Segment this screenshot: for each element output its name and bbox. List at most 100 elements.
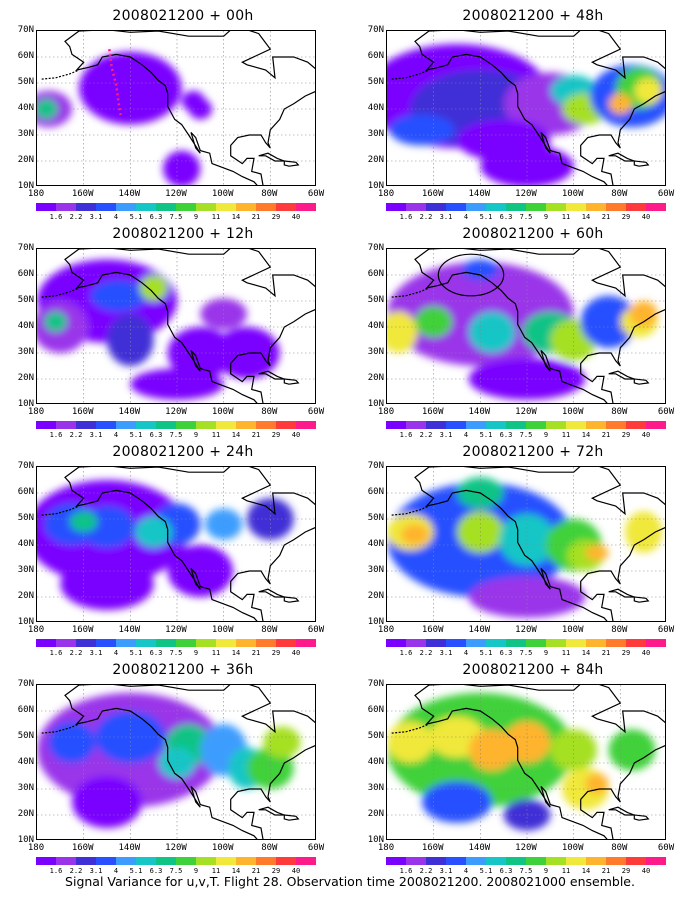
coastline (64, 685, 315, 839)
colorbar-label: 14 (581, 431, 591, 439)
coastline (283, 814, 300, 821)
colorbar-label: 6.3 (499, 431, 513, 439)
colorbar-swatch (586, 421, 606, 429)
map-panel: 2008021200 + 00h 70N 60N 50N 40N 30N 20N 10N 180… (0, 8, 340, 221)
variance-contour (387, 311, 418, 353)
latitude-label: 50N (367, 513, 384, 523)
latitude-label: 10N (17, 617, 34, 627)
longitude-label: 60W (657, 407, 675, 417)
colorbar-label: 21 (601, 649, 611, 657)
latitude-label: 70N (17, 25, 34, 35)
colorbar-swatch (136, 203, 156, 211)
latitude-label: 10N (367, 617, 384, 627)
colorbar-label: 1.6 (49, 649, 63, 657)
longitude-label: 80W (611, 189, 628, 199)
colorbar-swatch (486, 203, 506, 211)
colorbar-swatch (406, 639, 426, 647)
colorbar-swatch (236, 203, 256, 211)
longitude-label: 180 (27, 189, 45, 199)
variance-field (37, 685, 315, 839)
colorbar-swatch (586, 203, 606, 211)
colorbar-swatch (406, 857, 426, 865)
coastline (64, 467, 315, 621)
latitude-label: 40N (17, 539, 34, 549)
colorbar-label: 4 (113, 649, 119, 657)
longitude-label: 120W (515, 843, 537, 853)
colorbar-swatch (426, 203, 446, 211)
longitude-label: 60W (307, 407, 325, 417)
colorbar-label: 11 (211, 649, 221, 657)
colorbar-label: 29 (271, 213, 281, 221)
colorbar-label: 40 (641, 867, 651, 875)
colorbar-swatch (546, 639, 566, 647)
colorbar-swatch (76, 639, 96, 647)
colorbar-label: 3.1 (439, 431, 453, 439)
longitude-label: 60W (657, 189, 675, 199)
colorbar-swatch (526, 857, 546, 865)
coastline (633, 596, 650, 603)
variance-contour (69, 511, 98, 532)
latitude-label: 10N (367, 835, 384, 845)
colorbar-label: 40 (641, 431, 651, 439)
colorbar-swatch (646, 421, 666, 429)
colorbar-label: 1.6 (399, 431, 413, 439)
colorbar-swatch (446, 203, 466, 211)
colorbar (386, 203, 666, 211)
colorbar-swatch (176, 203, 196, 211)
colorbar (36, 857, 316, 865)
colorbar-label: 5.1 (129, 867, 143, 875)
colorbar-label: 21 (251, 867, 261, 875)
colorbar-label: 3.1 (89, 431, 103, 439)
colorbar-swatch (176, 421, 196, 429)
colorbar-label: 14 (231, 213, 241, 221)
colorbar-swatch (56, 421, 76, 429)
panel-title: 2008021200 + 00h (112, 8, 254, 24)
latitude-label: 20N (367, 591, 384, 601)
colorbar-swatch (256, 203, 276, 211)
longitude-label: 60W (657, 843, 675, 853)
colorbar-label: 11 (561, 431, 571, 439)
latitude-label: 20N (367, 373, 384, 383)
colorbar-swatch (156, 421, 176, 429)
coastline (64, 31, 315, 185)
variance-contour (130, 368, 224, 400)
latitude-label: 60N (17, 705, 34, 715)
variance-contour (585, 545, 609, 561)
colorbar (386, 639, 666, 647)
colorbar-label: 3.1 (89, 213, 103, 221)
colorbar-swatch (426, 857, 446, 865)
colorbar-label: 7.5 (169, 431, 183, 439)
colorbar-label: 11 (211, 867, 221, 875)
colorbar-swatch (96, 203, 116, 211)
variance-field (387, 467, 665, 621)
longitude-label: 100W (211, 843, 234, 853)
colorbar (386, 421, 666, 429)
coastline (633, 378, 650, 385)
colorbar-swatch (606, 421, 626, 429)
colorbar-label: 2.2 (69, 213, 83, 221)
colorbar-swatch (36, 639, 56, 647)
colorbar-swatch (506, 639, 526, 647)
colorbar-swatch (196, 421, 216, 429)
coastline (633, 814, 650, 821)
coastline (41, 505, 80, 516)
colorbar-swatch (196, 203, 216, 211)
variance-field (387, 685, 665, 839)
colorbar-swatch (426, 421, 446, 429)
variance-contour (37, 98, 58, 120)
longitude-label: 160W (71, 843, 94, 853)
latitude-label: 50N (17, 731, 34, 741)
latitude-label: 40N (367, 103, 384, 113)
latitude-label: 50N (17, 513, 34, 523)
variance-field (387, 31, 665, 185)
colorbar-label: 5.1 (129, 649, 143, 657)
colorbar-label: 9 (193, 431, 199, 439)
longitude-label: 60W (657, 625, 675, 635)
colorbar-swatch (386, 203, 406, 211)
longitude-label: 120W (165, 407, 187, 417)
colorbar-label: 9 (543, 431, 549, 439)
colorbar-label: 7.5 (519, 431, 533, 439)
colorbar-label: 5.1 (479, 649, 493, 657)
longitude-label: 140W (118, 625, 141, 635)
colorbar-swatch (56, 203, 76, 211)
